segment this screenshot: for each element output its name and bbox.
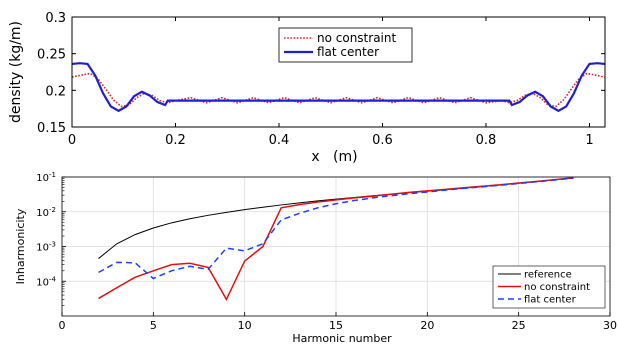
density-series-flat-center bbox=[72, 62, 605, 113]
inharmonicity-x-tick-label: 10 bbox=[238, 319, 252, 332]
density-series-no-constraint bbox=[72, 72, 605, 108]
inharmonicity-x-tick-label: 5 bbox=[150, 319, 157, 332]
density-x-tick-label: 0.2 bbox=[165, 133, 186, 148]
inharmonicity-chart: 0 5 10 15 20 25 30 10-4 10-3 10-2 10-1 Harmonic num… bbox=[14, 171, 617, 345]
inharmonicity-series-flat-center bbox=[98, 177, 574, 280]
inharmonicity-y-tick-label: 10-4 bbox=[36, 275, 56, 288]
density-legend-label: flat center bbox=[317, 45, 379, 59]
density-y-tick-label: 0.15 bbox=[37, 121, 66, 136]
density-y-axis-label: density (kg/m) bbox=[8, 21, 24, 123]
inharmonicity-x-tick-label: 20 bbox=[420, 319, 434, 332]
inharmonicity-y-axis-label: Inharmonicity bbox=[14, 208, 27, 284]
inharmonicity-legend-label: flat center bbox=[524, 295, 577, 306]
density-chart: 0 0.2 0.4 0.6 0.8 1 0.15 0.2 0.25 0.3 x (m) density… bbox=[8, 11, 606, 165]
inharmonicity-legend-label: no constraint bbox=[524, 282, 590, 293]
density-axes-frame bbox=[71, 16, 606, 128]
density-y-tick-label: 0.3 bbox=[45, 11, 66, 26]
inharmonicity-x-tick-label: 0 bbox=[59, 319, 66, 332]
density-x-tick-label: 0.6 bbox=[372, 133, 393, 148]
inharmonicity-y-tick-label: 10-1 bbox=[36, 171, 56, 184]
inharmonicity-x-tick-label: 25 bbox=[512, 319, 526, 332]
density-legend-label: no constraint bbox=[317, 31, 396, 45]
inharmonicity-legend-label: reference bbox=[524, 270, 572, 281]
density-x-tick-label: 0 bbox=[68, 133, 76, 148]
inharmonicity-y-tick-label: 10-2 bbox=[36, 206, 56, 219]
density-x-tick-label: 0.4 bbox=[269, 133, 290, 148]
density-x-axis-label: x (m) bbox=[311, 149, 357, 165]
density-x-tick-label: 1 bbox=[585, 133, 593, 148]
inharmonicity-y-tick-label: 10-3 bbox=[36, 241, 56, 254]
inharmonicity-x-tick-label: 15 bbox=[329, 319, 343, 332]
inharmonicity-x-tick-label: 30 bbox=[603, 319, 617, 332]
density-x-tick-label: 0.8 bbox=[476, 133, 497, 148]
inharmonicity-x-axis-label: Harmonic number bbox=[292, 332, 392, 345]
density-y-tick-label: 0.25 bbox=[37, 48, 66, 63]
density-y-tick-label: 0.2 bbox=[45, 84, 66, 99]
density-legend-box bbox=[278, 27, 413, 63]
